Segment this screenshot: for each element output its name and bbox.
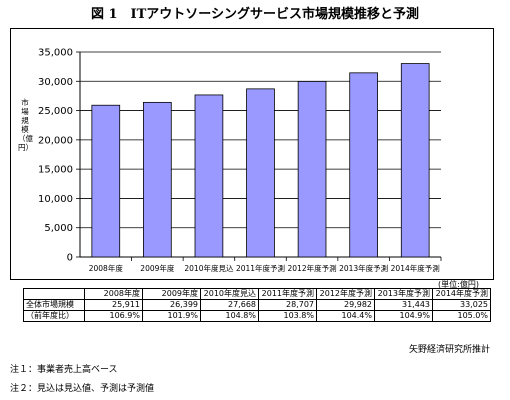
bar <box>246 88 275 258</box>
table-header-cell: 2009年度 <box>142 288 201 300</box>
x-tick-label: 2010年度見込 <box>184 263 234 273</box>
table-header-cell: 2013年度予測 <box>374 288 433 300</box>
source-note: 矢野経済研究所推計 <box>409 345 491 355</box>
table-cell: 106.9% <box>84 310 143 322</box>
table-cell: 33,025 <box>432 299 491 311</box>
row-label: （前年度比） <box>23 310 85 322</box>
table-cell: 26,399 <box>142 299 201 311</box>
table-cell: 104.4% <box>316 310 375 322</box>
table-cell: 28,707 <box>258 299 317 311</box>
bar <box>297 80 327 258</box>
bar <box>194 94 224 258</box>
table-header-cell: 2011年度予測 <box>258 288 317 300</box>
bar <box>143 101 172 258</box>
x-tick-label: 2012年度予測 <box>288 263 337 273</box>
table-header-cell: 2012年度予測 <box>316 288 375 300</box>
y-tick-label: 20,000 <box>38 135 73 146</box>
row-label: 全体市場規模 <box>23 299 85 311</box>
table-header-cell: 2014年度予測 <box>432 288 491 300</box>
y-tick-label: 10,000 <box>38 194 73 205</box>
table-cell: 31,443 <box>374 299 433 311</box>
table-cell: 25,911 <box>84 299 143 311</box>
table-header-row: 2008年度 2009年度 2010年度見込 2011年度予測 2012年度予測… <box>23 288 491 300</box>
bar <box>400 63 430 258</box>
unit-label: (単位:億円) <box>438 280 479 289</box>
bar <box>91 104 121 258</box>
table-cell: 103.8% <box>258 310 317 322</box>
table-cell: 105.0% <box>432 310 491 322</box>
table-header-cell: 2008年度 <box>84 288 143 300</box>
table-header-cell: 2010年度見込 <box>200 288 259 300</box>
y-tick-label: 30,000 <box>38 77 73 88</box>
x-tick-label: 2008年度 <box>89 263 124 273</box>
chart-title: 図 1 ITアウトソーシングサービス市場規模推移と予測 <box>90 7 420 22</box>
y-tick-label: 15,000 <box>38 165 73 176</box>
table-header-cell <box>23 288 85 300</box>
x-tick-label: 2011年度予測 <box>236 263 285 273</box>
table-row: （前年度比） 106.9% 101.9% 104.8% 103.8% 104.4… <box>23 310 491 322</box>
y-tick-label: 5,000 <box>44 223 73 234</box>
x-tick-label: 2009年度 <box>140 263 175 273</box>
x-tick-label: 2013年度予測 <box>339 263 388 273</box>
x-tick-label: 2014年度予測 <box>391 263 440 273</box>
y-tick-label: 35,000 <box>38 48 73 59</box>
bar-chart: 0 5,000 10,000 15,000 20,000 25,000 30,000 35,0… <box>38 48 442 273</box>
table-cell: 101.9% <box>142 310 201 322</box>
table-cell: 104.8% <box>200 310 259 322</box>
chart-frame <box>10 28 494 280</box>
note-1: 注１：事業者売上高ベース <box>10 365 118 375</box>
y-tick-label: 0 <box>67 253 73 264</box>
table-row: 全体市場規模 25,911 26,399 27,668 28,707 29,98… <box>23 299 491 311</box>
y-axis-label: 市場規模（億円） <box>18 98 33 152</box>
table-cell: 29,982 <box>316 299 375 311</box>
note-2: 注２：見込は見込値、予測は予測値 <box>10 384 155 394</box>
table-cell: 27,668 <box>200 299 259 311</box>
bar <box>349 72 378 258</box>
data-table: 2008年度 2009年度 2010年度見込 2011年度予測 2012年度予測… <box>23 288 491 322</box>
y-tick-label: 25,000 <box>38 106 73 117</box>
table-cell: 104.9% <box>374 310 433 322</box>
